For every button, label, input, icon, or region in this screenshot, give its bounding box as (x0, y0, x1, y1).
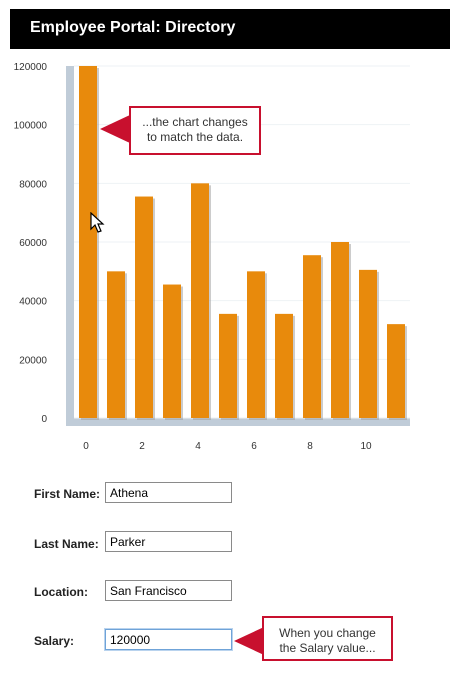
callout-chart-text: ...the chart changes to match the data. (142, 115, 248, 144)
y-tick-label: 80000 (19, 179, 47, 190)
bar (79, 66, 97, 418)
y-tick-label: 20000 (19, 355, 47, 366)
x-tick-label: 2 (139, 441, 145, 452)
y-axis-band (66, 66, 74, 426)
x-tick-label: 4 (195, 441, 201, 452)
first-name-field[interactable] (105, 482, 232, 503)
bar (275, 313, 293, 418)
x-tick-label: 10 (360, 441, 372, 452)
page-title: Employee Portal: Directory (30, 19, 236, 36)
last-name-field[interactable] (105, 531, 232, 552)
callout-arrow-salary (234, 627, 264, 655)
callout-salary: When you change the Salary value... (262, 616, 393, 661)
bar (191, 183, 209, 418)
callout-salary-text: When you change the Salary value... (279, 626, 376, 655)
bar (387, 324, 405, 418)
first-name-label: First Name: (34, 487, 101, 501)
bar (135, 196, 153, 418)
x-axis-band (66, 418, 410, 426)
callout-arrow-chart (100, 115, 130, 143)
bar (163, 284, 181, 418)
mouse-pointer-icon (90, 212, 105, 233)
page-header: Employee Portal: Directory (10, 9, 450, 49)
bar (247, 271, 265, 418)
y-tick-label: 40000 (19, 297, 47, 308)
y-tick-label: 100000 (14, 121, 48, 132)
y-tick-label: 60000 (19, 238, 47, 249)
y-tick-label: 0 (41, 414, 47, 425)
location-label: Location: (34, 585, 88, 599)
bar (331, 242, 349, 418)
bar (107, 271, 125, 418)
salary-field[interactable] (105, 629, 232, 650)
y-tick-label: 120000 (14, 62, 48, 73)
bar (303, 255, 321, 418)
salary-label: Salary: (34, 634, 75, 648)
bar (219, 313, 237, 418)
x-tick-label: 8 (307, 441, 313, 452)
salary-bar-chart: 0 20000 40000 60000 80000 100000 120000 0 2 4 6 8 10 (14, 62, 410, 452)
last-name-label: Last Name: (34, 537, 99, 551)
x-tick-label: 0 (83, 441, 89, 452)
bar (359, 269, 377, 418)
callout-chart: ...the chart changes to match the data. (129, 106, 261, 155)
x-tick-label: 6 (251, 441, 257, 452)
location-field[interactable] (105, 580, 232, 601)
